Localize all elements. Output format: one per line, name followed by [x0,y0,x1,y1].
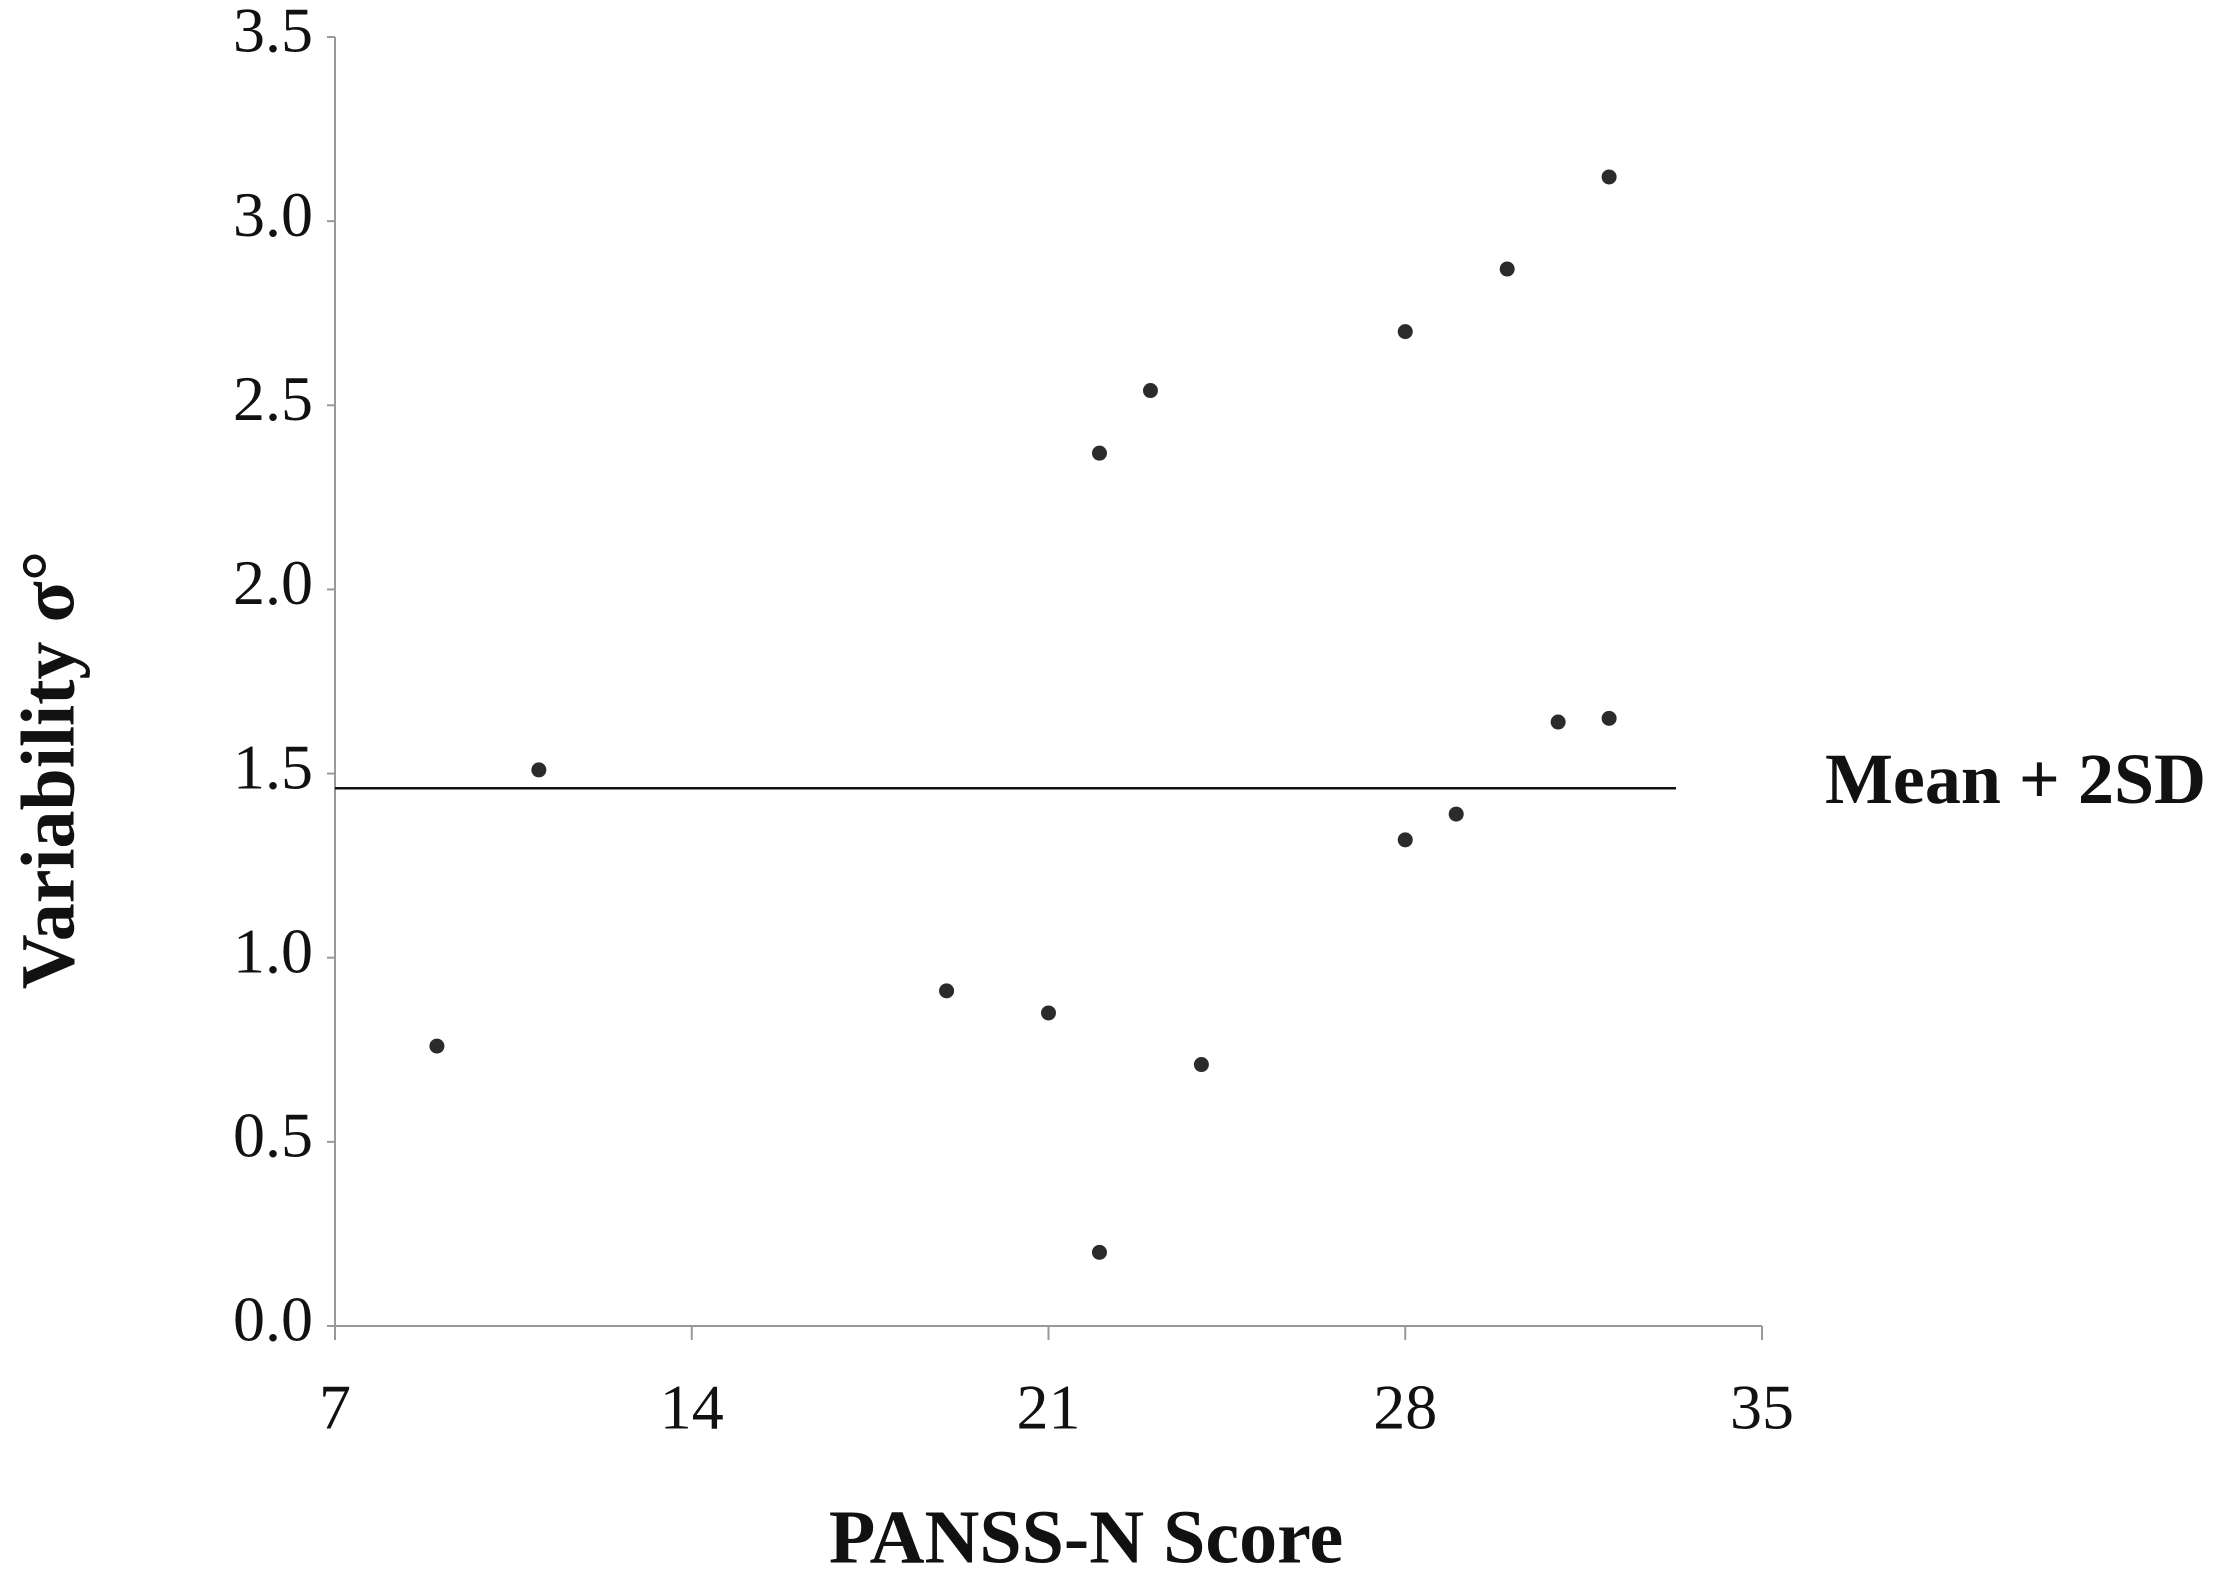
x-tick-label: 7 [319,1372,351,1443]
point [429,1038,445,1054]
point [1142,383,1158,399]
y-axis-label: Variability σ° [6,551,90,989]
point [1601,710,1617,726]
y-tick-label: 1.5 [233,731,313,802]
y-tick-label: 2.0 [233,547,313,618]
point [1091,1244,1107,1260]
point [1091,445,1107,461]
y-tick-label: 0.0 [233,1284,313,1355]
point [1041,1005,1056,1021]
point [531,762,547,778]
y-tick-label: 0.5 [233,1100,313,1171]
x-tick-label: 35 [1730,1372,1794,1443]
point [939,983,955,999]
x-tick-label: 14 [660,1372,724,1443]
point [1550,714,1566,730]
point [1397,324,1413,340]
x-axis-label: PANSS-N Score [829,1495,1343,1579]
x-tick-label: 21 [1017,1372,1081,1443]
y-tick-label: 3.5 [233,0,313,66]
x-tick-label: 28 [1373,1372,1437,1443]
point [1397,832,1413,848]
point [1448,806,1464,822]
y-tick-label: 3.0 [233,179,313,250]
y-tick-label: 2.5 [233,363,313,434]
reference-label: Mean + 2SD [1825,739,2206,819]
point [1499,261,1515,277]
point [1193,1057,1209,1073]
point [1601,169,1617,185]
y-tick-label: 1.0 [233,915,313,986]
